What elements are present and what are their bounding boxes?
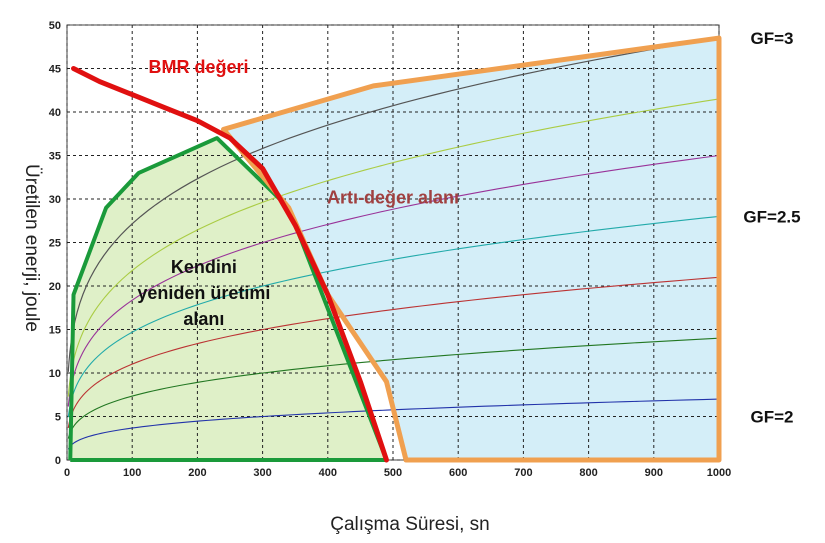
x-tick-label: 900 <box>645 467 663 479</box>
y-tick-label: 50 <box>49 20 61 32</box>
surplus-region <box>223 38 720 461</box>
y-tick-label: 40 <box>49 107 61 119</box>
x-tick-label: 400 <box>319 467 337 479</box>
y-tick-label: 25 <box>49 238 61 250</box>
energy-curve <box>67 215 720 418</box>
self-reproduction-region <box>70 138 387 460</box>
y-tick-label: 45 <box>49 64 61 76</box>
gf-label: GF=3 <box>751 29 794 48</box>
x-tick-label: 800 <box>579 467 597 479</box>
gf-label: GF=2 <box>751 408 794 427</box>
x-tick-label: 500 <box>384 467 402 479</box>
x-tick-label: 100 <box>123 467 141 479</box>
self-region-label: yeniden üretimi <box>137 283 270 303</box>
x-tick-label: 0 <box>64 467 70 479</box>
y-tick-label: 5 <box>55 412 61 424</box>
self-region-label: Kendini <box>171 257 237 277</box>
energy-curve <box>67 98 720 397</box>
energy-curve <box>67 154 720 407</box>
envelope-curve <box>67 37 720 372</box>
y-tick-label: 10 <box>49 368 61 380</box>
x-tick-label: 300 <box>253 467 271 479</box>
x-tick-label: 700 <box>514 467 532 479</box>
y-axis-label: Üretilen enerji, joule <box>21 164 42 332</box>
y-tick-label: 20 <box>49 281 61 293</box>
x-tick-label: 600 <box>449 467 467 479</box>
y-tick-label: 15 <box>49 325 61 337</box>
self-region-label: alanı <box>183 309 224 329</box>
energy-curve <box>67 276 720 429</box>
x-tick-label: 200 <box>188 467 206 479</box>
bmr-line <box>71 66 389 463</box>
gf-label: GF=2.5 <box>743 207 800 226</box>
bmr-label: BMR değeri <box>149 57 249 77</box>
y-tick-label: 30 <box>49 194 61 206</box>
y-tick-label: 35 <box>49 151 61 163</box>
surplus-region-label: Artı-değer alanı <box>327 187 459 207</box>
energy-curve <box>67 337 720 439</box>
y-tick-label: 0 <box>55 455 61 467</box>
energy-curve <box>67 398 720 450</box>
x-tick-label: 1000 <box>707 467 731 479</box>
x-axis-label: Çalışma Süresi, sn <box>330 514 489 535</box>
